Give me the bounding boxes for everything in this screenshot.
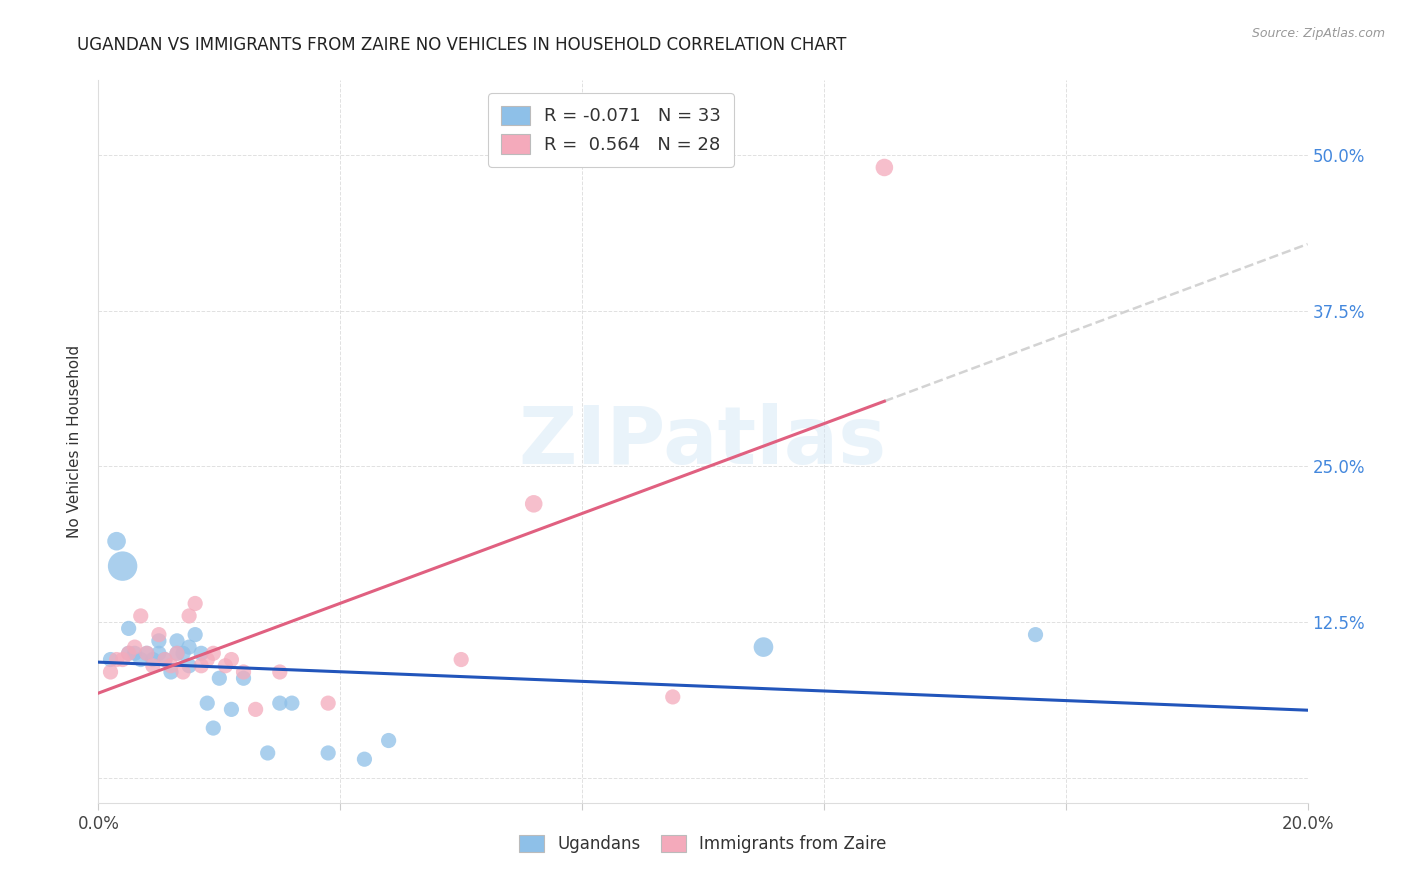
Point xyxy=(148,646,170,660)
Point xyxy=(124,640,146,654)
Point xyxy=(208,671,231,685)
Point xyxy=(166,646,188,660)
Point xyxy=(195,652,218,666)
Point xyxy=(523,497,546,511)
Point xyxy=(190,646,212,660)
Point xyxy=(118,621,141,635)
Point xyxy=(353,752,375,766)
Point xyxy=(148,633,170,648)
Point xyxy=(184,597,207,611)
Point xyxy=(166,633,188,648)
Point xyxy=(190,658,212,673)
Point xyxy=(232,671,254,685)
Point xyxy=(184,627,207,641)
Point xyxy=(153,652,176,666)
Point xyxy=(129,652,152,666)
Point xyxy=(232,665,254,679)
Point xyxy=(281,696,304,710)
Point xyxy=(179,609,201,624)
Point xyxy=(135,646,157,660)
Point xyxy=(269,696,291,710)
Point xyxy=(100,665,122,679)
Point xyxy=(105,534,128,549)
Point xyxy=(129,609,152,624)
Point xyxy=(118,646,141,660)
Point xyxy=(160,658,183,673)
Point xyxy=(202,646,225,660)
Point xyxy=(100,652,122,666)
Point xyxy=(153,652,176,666)
Point xyxy=(202,721,225,735)
Point xyxy=(160,665,183,679)
Point xyxy=(148,627,170,641)
Point xyxy=(118,646,141,660)
Point xyxy=(316,746,339,760)
Point xyxy=(661,690,683,704)
Point xyxy=(873,161,896,175)
Point xyxy=(377,733,399,747)
Point xyxy=(195,696,218,710)
Point xyxy=(316,696,339,710)
Point xyxy=(450,652,472,666)
Point xyxy=(142,652,165,666)
Y-axis label: No Vehicles in Household: No Vehicles in Household xyxy=(67,345,83,538)
Point xyxy=(245,702,267,716)
Point xyxy=(166,646,188,660)
Point xyxy=(269,665,291,679)
Point xyxy=(214,658,236,673)
Point xyxy=(105,652,128,666)
Point xyxy=(172,646,194,660)
Point xyxy=(111,652,134,666)
Point xyxy=(142,658,165,673)
Point xyxy=(221,652,243,666)
Legend: Ugandans, Immigrants from Zaire: Ugandans, Immigrants from Zaire xyxy=(513,828,893,860)
Point xyxy=(172,665,194,679)
Point xyxy=(124,646,146,660)
Point xyxy=(1024,627,1046,641)
Point xyxy=(179,640,201,654)
Point xyxy=(221,702,243,716)
Point xyxy=(256,746,278,760)
Text: ZIPatlas: ZIPatlas xyxy=(519,402,887,481)
Text: Source: ZipAtlas.com: Source: ZipAtlas.com xyxy=(1251,27,1385,40)
Text: UGANDAN VS IMMIGRANTS FROM ZAIRE NO VEHICLES IN HOUSEHOLD CORRELATION CHART: UGANDAN VS IMMIGRANTS FROM ZAIRE NO VEHI… xyxy=(77,36,846,54)
Point xyxy=(752,640,775,654)
Point xyxy=(179,658,201,673)
Point xyxy=(135,646,157,660)
Point xyxy=(111,559,134,574)
